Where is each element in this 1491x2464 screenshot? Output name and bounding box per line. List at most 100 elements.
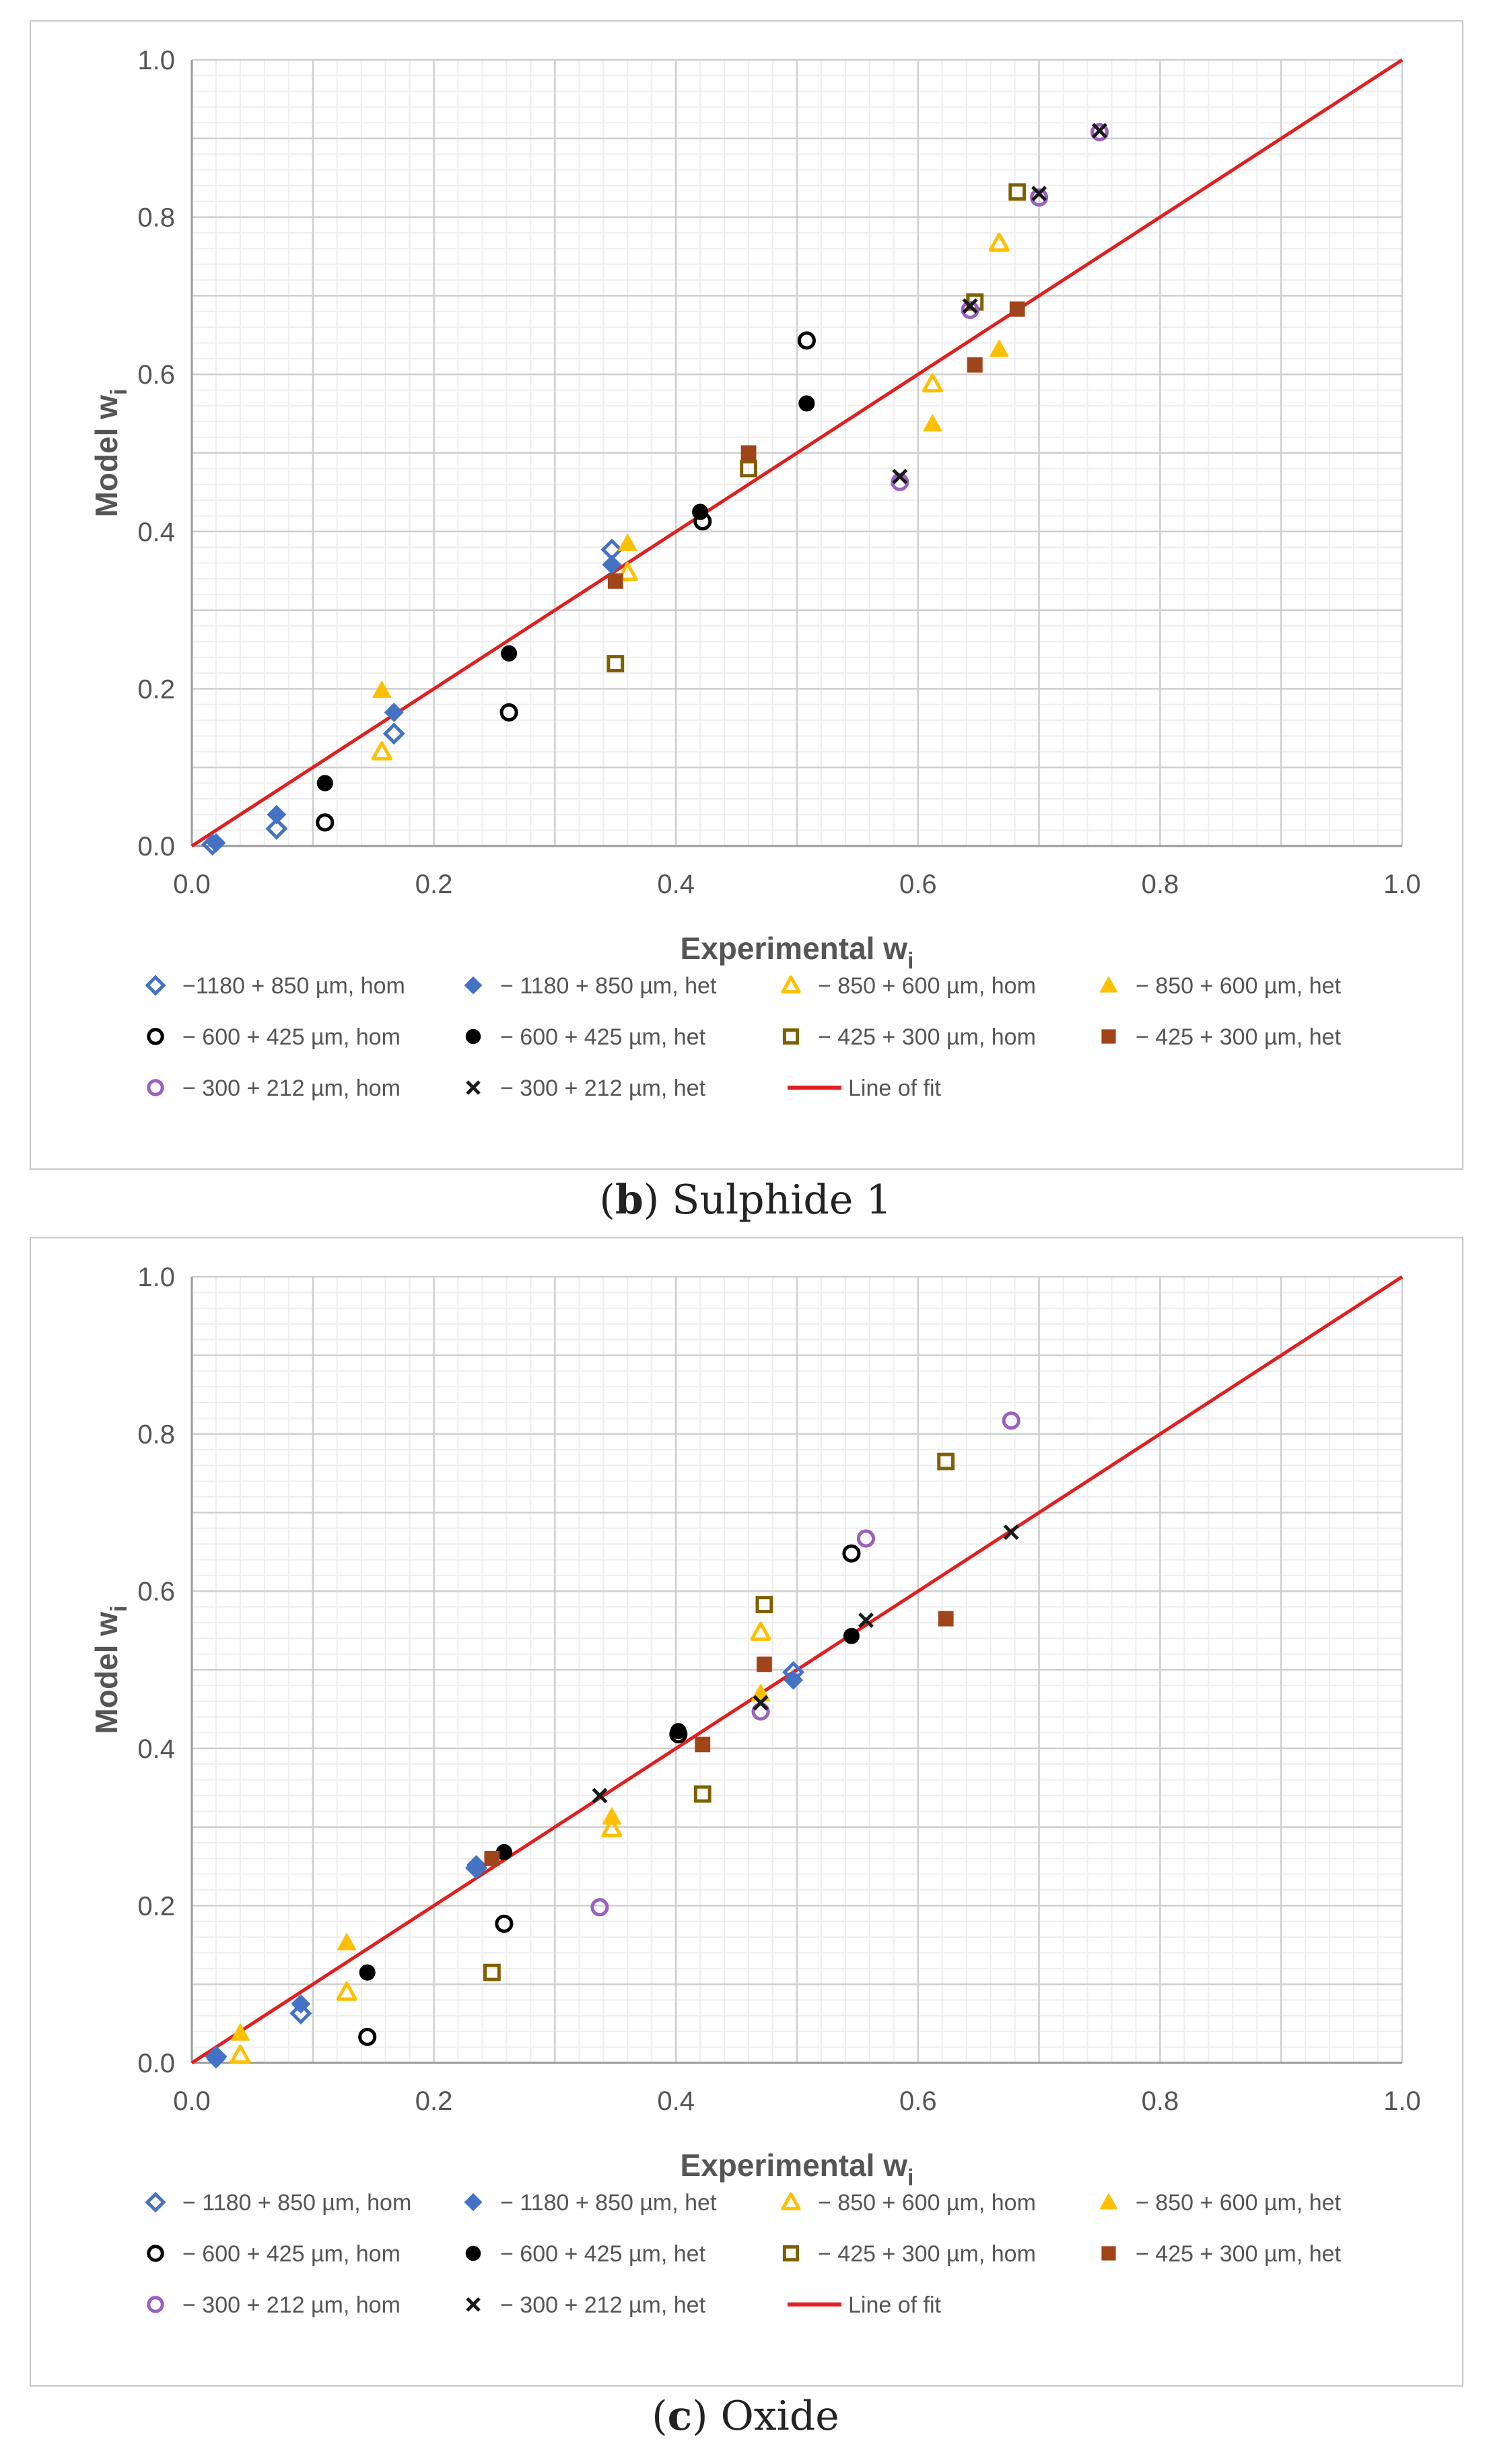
legend-item: − 1180 + 850 µm, het xyxy=(464,973,717,999)
data-point xyxy=(336,1981,357,2001)
legend-label: − 425 + 300 µm, hom xyxy=(818,1024,1036,1050)
legend-marker xyxy=(1100,977,1117,993)
data-point xyxy=(372,680,392,699)
data-point xyxy=(962,298,978,314)
series-group xyxy=(891,122,1109,491)
series-group xyxy=(206,555,622,853)
x-tick-label: 0.8 xyxy=(1142,870,1179,899)
legend-item: − 850 + 600 µm, het xyxy=(1100,2190,1342,2216)
data-point xyxy=(923,414,942,432)
series-group xyxy=(206,1670,804,2069)
data-point xyxy=(316,813,335,832)
data-point xyxy=(206,2049,226,2069)
x-tick-label: 0.0 xyxy=(173,2086,211,2116)
legend-item: − 1180 + 850 µm, het xyxy=(464,2190,717,2216)
data-point xyxy=(1030,188,1049,207)
data-point xyxy=(967,357,983,373)
data-point xyxy=(692,503,709,520)
series-group xyxy=(590,1411,1020,1917)
data-point xyxy=(601,1818,623,1837)
legend-item: − 300 + 212 µm, hom xyxy=(147,2292,401,2318)
data-point xyxy=(740,460,757,478)
legend-label: − 1180 + 850 µm, het xyxy=(500,2190,717,2216)
y-tick-label: 0.8 xyxy=(137,1420,175,1450)
data-point xyxy=(501,645,518,662)
series-group xyxy=(316,395,815,791)
data-point xyxy=(466,1855,486,1875)
data-point xyxy=(693,1785,712,1803)
series-group xyxy=(607,301,1025,589)
legend-label: − 425 + 300 µm, het xyxy=(1136,2241,1342,2267)
caption-text: Oxide xyxy=(720,2393,839,2440)
y-tick-label: 0.6 xyxy=(137,1577,175,1607)
data-point xyxy=(858,1612,874,1628)
data-point xyxy=(988,232,1010,252)
data-point xyxy=(499,703,518,721)
data-point xyxy=(938,1611,954,1627)
legend-item: − 300 + 212 µm, het xyxy=(466,2292,706,2318)
y-tick-label: 0.8 xyxy=(137,203,175,233)
legend-label: − 850 + 600 µm, hom xyxy=(818,973,1036,999)
data-point xyxy=(359,1964,376,1981)
data-point xyxy=(607,573,623,589)
legend-marker xyxy=(1101,1029,1116,1044)
legend-marker xyxy=(1101,2246,1116,2261)
data-point xyxy=(606,655,625,672)
x-tick-label: 0.6 xyxy=(899,870,937,899)
caption-letter: c xyxy=(667,2393,693,2440)
series-group xyxy=(359,1627,860,1981)
legend-label: − 300 + 212 µm, hom xyxy=(182,1076,401,1101)
y-tick-label: 0.2 xyxy=(137,674,175,704)
legend-label: −1180 + 850 µm, hom xyxy=(182,973,405,999)
data-point xyxy=(843,1627,860,1644)
x-tick-label: 0.8 xyxy=(1142,2086,1179,2116)
data-point xyxy=(937,1452,955,1471)
legend-item: − 425 + 300 µm, hom xyxy=(782,2241,1036,2267)
data-point xyxy=(922,373,943,393)
legend-item: − 1180 + 850 µm, hom xyxy=(145,2190,411,2216)
x-tick-label: 0.2 xyxy=(415,870,453,899)
y-tick-label: 0.0 xyxy=(137,2049,175,2078)
data-point xyxy=(755,1596,773,1613)
legend-item: − 425 + 300 µm, hom xyxy=(782,1024,1036,1050)
data-point xyxy=(798,395,815,412)
y-tick-label: 0.4 xyxy=(137,1734,175,1764)
caption-letter: b xyxy=(615,1176,644,1224)
legend-label: − 850 + 600 µm, het xyxy=(1136,2190,1342,2216)
data-point xyxy=(856,1529,876,1548)
legend-label: − 850 + 600 µm, het xyxy=(1136,973,1342,999)
y-tick-label: 0.2 xyxy=(137,1891,175,1921)
x-tick-label: 0.4 xyxy=(657,870,695,899)
legend-marker xyxy=(145,975,166,996)
data-point xyxy=(1008,183,1027,201)
legend-label: − 300 + 212 µm, het xyxy=(500,2292,706,2318)
legend-label: − 600 + 425 µm, het xyxy=(500,2241,706,2267)
legend-item: − 600 + 425 µm, hom xyxy=(147,1024,401,1050)
x-tick-label: 0.0 xyxy=(173,870,211,899)
legend-item: − 850 + 600 µm, het xyxy=(1100,973,1342,999)
x-axis-title-subscript: i xyxy=(907,2165,913,2191)
x-axis-title-subscript: i xyxy=(907,948,913,974)
series-group xyxy=(372,339,1009,699)
legend-marker xyxy=(147,1079,164,1096)
data-point xyxy=(990,339,1009,357)
data-point xyxy=(484,1850,500,1866)
scatter-chart-oxide: 0.0 0.2 0.4 0.6 0.8 1.0 0.0 0.2 0.4 0.6 0.8 1.0 Expe… xyxy=(89,1263,1421,2318)
legend-label: − 300 + 212 µm, hom xyxy=(182,2292,401,2318)
y-axis-title-subscript: i xyxy=(106,389,132,395)
caption-text: Sulphide 1 xyxy=(672,1176,892,1224)
data-point xyxy=(337,1933,357,1950)
x-tick-label: 1.0 xyxy=(1383,870,1421,899)
legend-label: Line of fit xyxy=(848,1076,942,1101)
legend-label: − 300 + 212 µm, het xyxy=(500,1076,706,1101)
x-tick-label: 1.0 xyxy=(1383,2086,1421,2116)
data-point xyxy=(384,703,404,722)
caption-oxide: (c) Oxide xyxy=(652,2393,839,2440)
data-point xyxy=(291,1994,311,2014)
data-point xyxy=(1009,301,1025,317)
legend-label: − 1180 + 850 µm, hom xyxy=(182,2190,411,2216)
legend-marker xyxy=(781,975,801,994)
legend-label: Line of fit xyxy=(848,2292,942,2318)
legend-label: − 600 + 425 µm, het xyxy=(500,1024,706,1050)
legend-label: − 600 + 425 µm, hom xyxy=(182,2241,401,2267)
